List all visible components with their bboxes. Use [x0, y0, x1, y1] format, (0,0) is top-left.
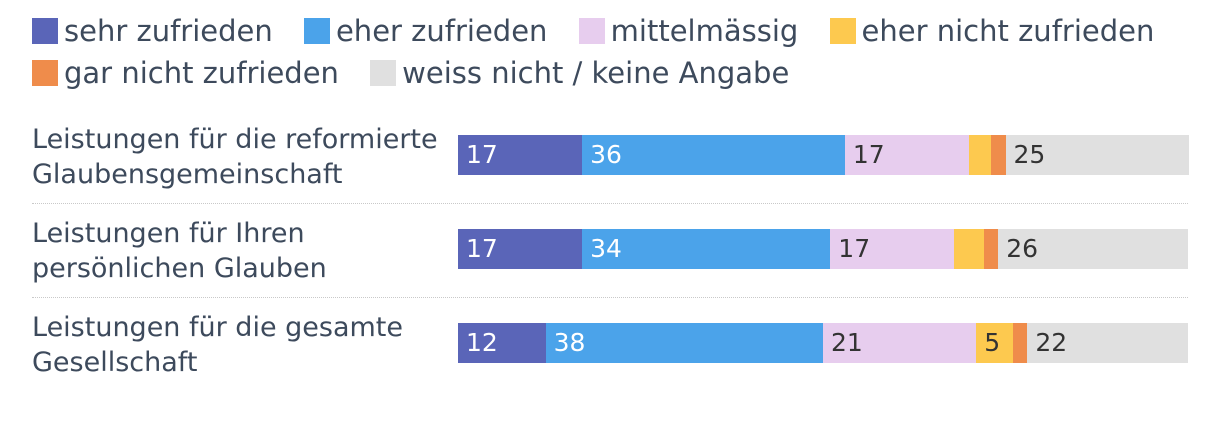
bar-segment[interactable] — [1027, 323, 1189, 363]
data-label: 34 — [590, 234, 622, 263]
legend-item[interactable]: eher zufrieden — [303, 14, 569, 48]
chart-row: Leistungen für die reformierte Glaubensg… — [0, 110, 1220, 204]
data-label: 36 — [590, 140, 622, 169]
legend-label: eher nicht zufrieden — [861, 14, 1155, 48]
bar-segment[interactable] — [983, 229, 999, 269]
bar-segment[interactable] — [545, 323, 824, 363]
stacked-bar: 17 36 17 25 — [458, 135, 1189, 175]
data-label: 26 — [1006, 234, 1038, 263]
chart-legend: sehr zufrieden eher zufrieden mittelmäss… — [32, 10, 1202, 94]
legend-swatch — [32, 60, 58, 86]
bar-segment[interactable] — [582, 229, 831, 269]
bar-segment[interactable] — [998, 229, 1189, 269]
legend-swatch — [32, 18, 58, 44]
bar-segment[interactable] — [954, 229, 985, 269]
category-label: Leistungen für die reformierte Glaubensg… — [32, 124, 438, 190]
bar-segment[interactable] — [844, 135, 970, 175]
legend-item[interactable]: gar nicht zufrieden — [32, 56, 361, 90]
data-label: 12 — [466, 328, 498, 357]
bar-segment[interactable] — [1012, 323, 1028, 363]
bar-segment[interactable] — [458, 323, 547, 363]
bar-segment[interactable] — [969, 135, 992, 175]
row-separator — [32, 203, 1188, 204]
legend-label: weiss nicht / keine Angabe — [402, 56, 790, 90]
legend-label: gar nicht zufrieden — [64, 56, 339, 90]
legend-swatch — [303, 18, 330, 44]
data-label: 17 — [852, 140, 885, 169]
chart-row: Leistungen für die gesamte Gesellschaft 1… — [0, 298, 1220, 392]
bar-segment[interactable] — [1005, 135, 1189, 175]
bar-segment[interactable] — [990, 135, 1006, 175]
legend-swatch — [578, 18, 605, 44]
bar-segment[interactable] — [823, 323, 977, 363]
bar-segment[interactable] — [830, 229, 955, 269]
data-label: 21 — [831, 328, 863, 357]
bar-segment[interactable] — [976, 323, 1014, 363]
bar-segment[interactable] — [458, 135, 583, 175]
data-label: 17 — [838, 234, 871, 263]
data-label: 22 — [1035, 328, 1068, 357]
legend-swatch — [829, 18, 856, 44]
legend-item[interactable]: sehr zufrieden — [32, 14, 295, 48]
data-label: 17 — [466, 140, 498, 169]
category-label: Leistungen für die gesamte Gesellschaft — [32, 312, 403, 378]
stacked-bar: 12 38 21 5 22 — [458, 323, 1189, 363]
legend-label: mittelmässig — [610, 14, 799, 48]
legend-label: eher zufrieden — [335, 14, 548, 48]
legend-label: sehr zufrieden — [64, 14, 273, 48]
stacked-bar: 17 34 17 26 — [458, 229, 1189, 269]
legend-item[interactable]: weiss nicht / keine Angabe — [370, 56, 811, 90]
category-label: Leistungen für Ihren persönlichen Glaube… — [32, 218, 327, 284]
legend-item[interactable]: eher nicht zufrieden — [829, 14, 1177, 48]
legend-swatch — [370, 60, 397, 86]
legend-item[interactable]: mittelmässig — [578, 14, 821, 48]
bar-segment[interactable] — [458, 229, 583, 269]
bar-segment[interactable] — [582, 135, 846, 175]
data-label: 17 — [466, 234, 498, 263]
data-label: 38 — [553, 328, 586, 357]
data-label: 25 — [1013, 140, 1046, 169]
row-separator — [32, 297, 1188, 298]
chart-row: Leistungen für Ihren persönlichen Glaube… — [0, 204, 1220, 298]
data-label: 5 — [984, 328, 1001, 357]
